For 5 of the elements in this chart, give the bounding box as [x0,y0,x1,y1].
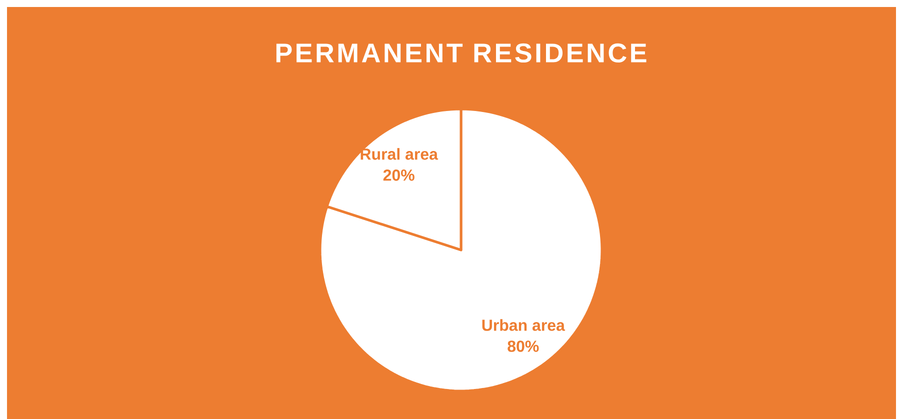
data-label: 20% [383,169,414,181]
chart-title: PERMANENT RESIDENCE [276,43,646,63]
slice-label: Urban area [482,319,566,331]
slice-label: Rural area [360,148,438,160]
data-label: 80% [508,340,539,352]
